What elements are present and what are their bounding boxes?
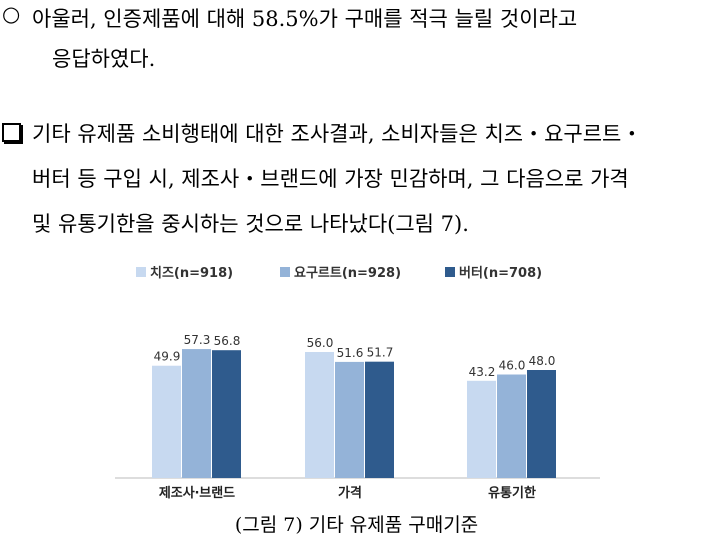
circle-bullet-icon: ○ — [2, 2, 21, 26]
legend-swatch-yogurt — [280, 266, 290, 277]
figure-caption: (그림 7) 기타 유제품 구매기준 — [234, 514, 479, 536]
paragraph-1-line-2: 응답하였다. — [52, 47, 156, 71]
data-label: 51.6 — [337, 346, 364, 360]
legend-item-cheese: 치즈(n=918) — [136, 262, 233, 281]
bar — [212, 350, 241, 478]
bar — [182, 349, 211, 478]
paragraph-2-line-3: 및 유통기한을 중시하는 것으로 나타났다(그림 7). — [32, 212, 469, 236]
data-label: 43.2 — [469, 365, 496, 379]
bar — [497, 374, 526, 478]
category-label: 가격 — [338, 486, 362, 501]
data-label: 48.0 — [529, 354, 556, 368]
bar-chart: 49.957.3 56.8 제조사‧브랜드 56.051.6 51.7 가격 43.2 46.… — [115, 333, 600, 501]
legend-label-butter: 버터(n=708) — [459, 266, 543, 281]
category-label: 제조사‧브랜드 — [159, 485, 235, 501]
data-label: 56.0 — [307, 336, 334, 350]
chart-legend: 치즈(n=918) 요구르트(n=928) 버터(n=708) — [0, 262, 713, 284]
category-label: 유통기한 — [488, 485, 536, 501]
square-bullet-icon — [2, 123, 21, 142]
bar — [305, 352, 334, 478]
data-label: 51.7 — [367, 346, 394, 360]
bar — [467, 380, 496, 478]
legend-label-yogurt: 요구르트(n=928) — [294, 266, 402, 281]
paragraph-2-line-2: 버터 등 구입 시, 제조사‧브랜드에 가장 민감하며, 그 다음으로 가격 — [32, 167, 629, 191]
bar — [365, 361, 394, 478]
data-label: 56.8 — [214, 334, 241, 348]
legend-swatch-cheese — [136, 266, 146, 277]
paragraph-2-line-1: 기타 유제품 소비행태에 대한 조사결과, 소비자들은 치즈‧요구르트‧ — [32, 122, 643, 146]
paragraph-1-line-1: 아울러, 인증제품에 대해 58.5%가 구매를 적극 늘릴 것이라고 — [32, 7, 578, 31]
data-label: 49.9 — [154, 350, 181, 364]
legend-item-butter: 버터(n=708) — [445, 262, 542, 281]
legend-item-yogurt: 요구르트(n=928) — [280, 262, 401, 281]
legend-label-cheese: 치즈(n=918) — [150, 266, 234, 281]
data-label: 57.3 — [184, 333, 211, 347]
bar — [527, 370, 556, 478]
bar — [335, 361, 364, 478]
data-label: 46.0 — [499, 359, 526, 373]
bar — [152, 365, 181, 478]
legend-swatch-butter — [445, 266, 455, 277]
